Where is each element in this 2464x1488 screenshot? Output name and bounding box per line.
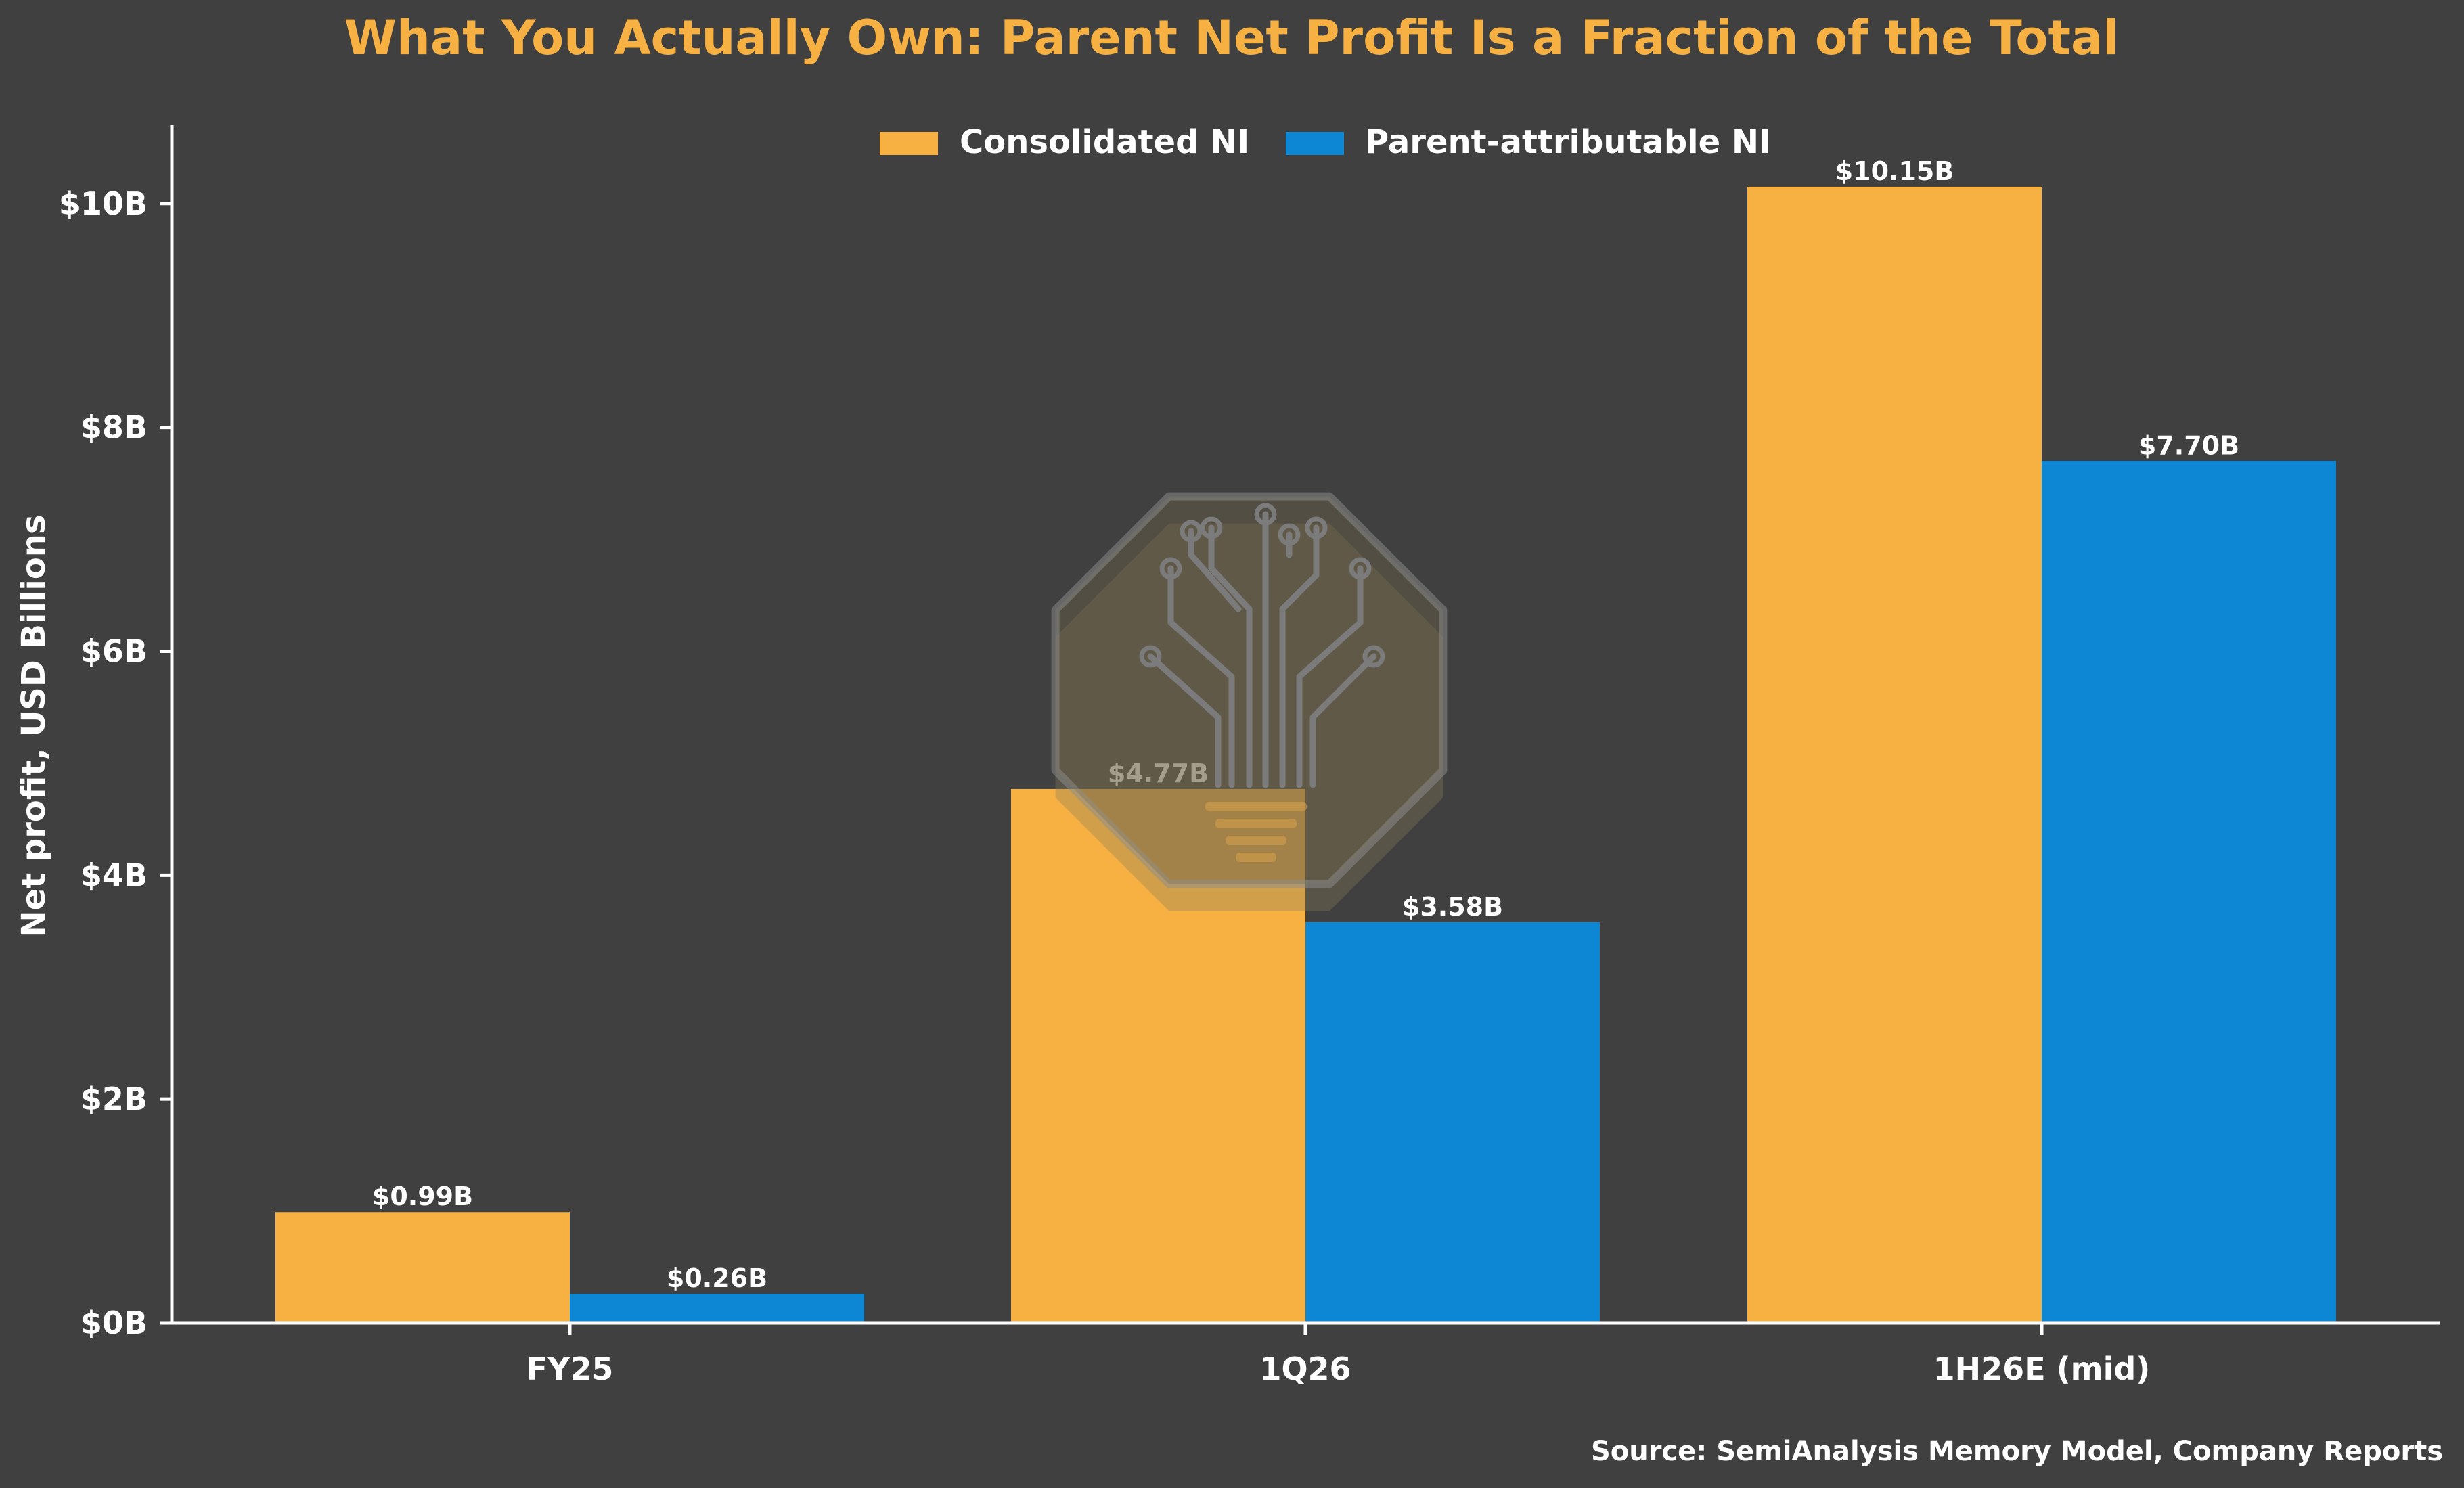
watermark-circuit-node xyxy=(1254,503,1277,526)
data-label-parent-1: $3.58B xyxy=(1402,892,1503,922)
bar-parent-0 xyxy=(570,1293,864,1323)
bar-consolidated-2 xyxy=(1747,186,2042,1323)
x-tick-label: 1H26E (mid) xyxy=(1933,1351,2151,1387)
watermark-circuit-line xyxy=(1279,524,1320,788)
watermark-base-bar xyxy=(1226,836,1286,845)
bar-parent-2 xyxy=(2042,461,2336,1323)
watermark-base-bar xyxy=(1205,802,1307,811)
legend-label-consolidated: Consolidated NI xyxy=(960,123,1249,161)
data-label-consolidated-0: $0.99B xyxy=(372,1181,473,1211)
bar-consolidated-0 xyxy=(275,1212,570,1323)
legend-label-parent: Parent-attributable NI xyxy=(1365,123,1771,161)
y-ticks-group: $0B $2B $4B $6B $8B $10B xyxy=(59,185,172,1341)
data-label-consolidated-2: $10.15B xyxy=(1835,156,1954,186)
y-tick-label: $8B xyxy=(81,409,148,446)
y-axis-label: Net profit, USD Billions xyxy=(15,514,53,937)
watermark-circuit-node xyxy=(1305,516,1328,539)
watermark-circuit-node xyxy=(1200,516,1223,539)
data-labels-group: $0.99B $0.26B $4.77B $3.58B $10.15B $7.70B xyxy=(372,156,2239,1293)
watermark-circuit-line xyxy=(1147,653,1222,788)
watermark-circuit-node xyxy=(1139,645,1162,668)
x-tick-label: FY25 xyxy=(527,1351,614,1387)
y-tick-label: $4B xyxy=(81,857,148,893)
watermark-circuit-line xyxy=(1309,653,1377,788)
watermark-circuit-line xyxy=(1208,524,1253,788)
y-tick-label: $6B xyxy=(81,633,148,669)
watermark-base-bar xyxy=(1215,819,1297,828)
watermark-circuit-node xyxy=(1362,645,1385,668)
y-tick-label: $2B xyxy=(81,1081,148,1117)
watermark-circuit-line xyxy=(1296,565,1364,788)
watermark-circuit-node xyxy=(1159,557,1182,580)
x-tick-label: 1Q26 xyxy=(1259,1351,1351,1387)
data-label-parent-0: $0.26B xyxy=(667,1263,767,1293)
y-tick-label: $0B xyxy=(81,1305,148,1341)
source-note: Source: SemiAnalysis Memory Model, Compa… xyxy=(1591,1436,2443,1467)
watermark-circuit-node xyxy=(1349,557,1372,580)
legend-swatch-consolidated xyxy=(880,132,938,155)
watermark-circuit-node xyxy=(1278,523,1301,546)
data-label-parent-2: $7.70B xyxy=(2138,430,2239,460)
y-tick-label: $10B xyxy=(59,185,148,222)
circuit-tree-logo-icon xyxy=(1051,492,1448,911)
data-label-consolidated-1: $4.77B xyxy=(1108,759,1209,788)
watermark-circuit-line xyxy=(1167,565,1235,788)
legend: Consolidated NI Parent-attributable NI xyxy=(880,123,1771,161)
chart-title: What You Actually Own: Parent Net Profit… xyxy=(344,10,2119,66)
watermark-circuit-node xyxy=(1180,520,1203,543)
legend-swatch-parent xyxy=(1286,132,1344,155)
x-ticks-group: FY25 1Q26 1H26E (mid) xyxy=(527,1323,2151,1387)
watermark-base-bar xyxy=(1236,853,1276,862)
bar-parent-1 xyxy=(1305,922,1600,1323)
